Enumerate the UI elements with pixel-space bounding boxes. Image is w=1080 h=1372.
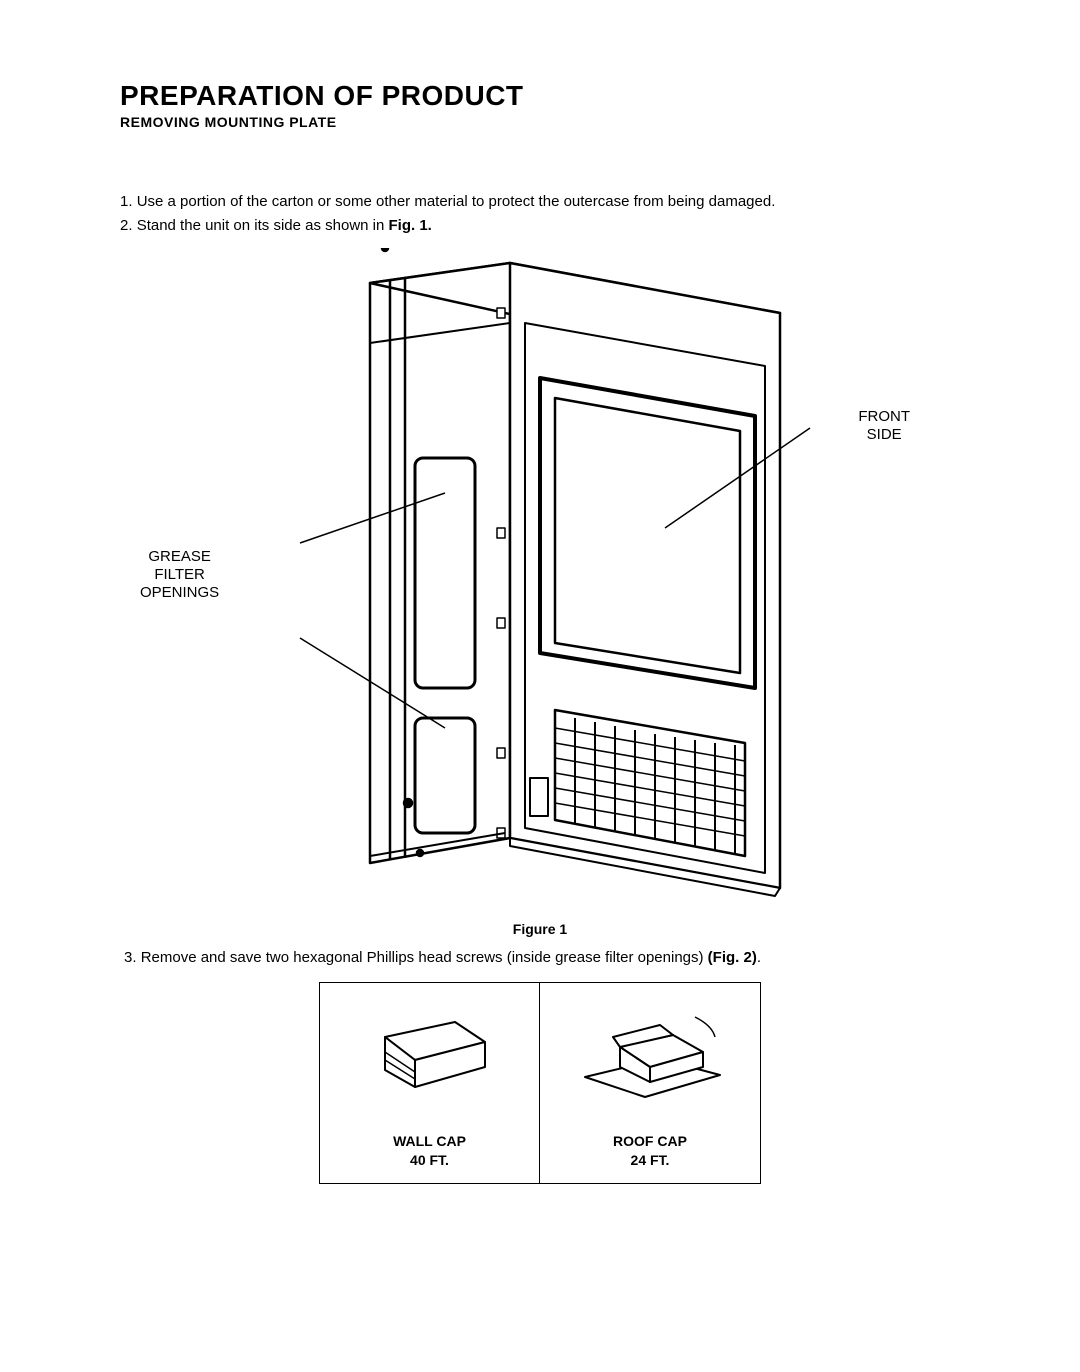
- instruction-2-number: 2.: [120, 217, 137, 234]
- wall-cap-label: WALL CAP 40 FT.: [393, 1132, 466, 1171]
- page-title: PREPARATION OF PRODUCT: [120, 80, 960, 112]
- roof-cap-cell: ROOF CAP 24 FT.: [540, 983, 760, 1183]
- wall-cap-cell: WALL CAP 40 FT.: [320, 983, 540, 1183]
- figure-1-caption: Figure 1: [513, 921, 567, 937]
- callout-grease-filter: GREASE FILTER OPENINGS: [140, 548, 219, 602]
- roof-cap-icon: [565, 997, 735, 1117]
- instruction-2-figref: Fig. 1.: [389, 217, 432, 234]
- instruction-2: 2. Stand the unit on its side as shown i…: [120, 214, 960, 238]
- instruction-2-text-a: Stand the unit on its side as shown in: [137, 217, 389, 234]
- callout-front-side: FRONT SIDE: [858, 408, 910, 444]
- instruction-3-figref: (Fig. 2): [708, 949, 757, 966]
- figure-1-diagram: [190, 248, 890, 908]
- instruction-1: 1. Use a portion of the carton or some o…: [120, 190, 960, 214]
- caps-table: WALL CAP 40 FT.: [319, 982, 761, 1184]
- instruction-3: 3. Remove and save two hexagonal Phillip…: [120, 949, 960, 966]
- page-subtitle: REMOVING MOUNTING PLATE: [120, 114, 960, 130]
- instruction-3-text-c: .: [757, 949, 761, 966]
- caps-table-container: WALL CAP 40 FT.: [120, 982, 960, 1184]
- instruction-1-text: Use a portion of the carton or some othe…: [137, 193, 776, 210]
- wall-cap-icon: [355, 1002, 505, 1112]
- instruction-3-number: 3.: [124, 949, 141, 966]
- instruction-1-number: 1.: [120, 193, 137, 210]
- instruction-3-text-a: Remove and save two hexagonal Phillips h…: [141, 949, 708, 966]
- instructions-list: 1. Use a portion of the carton or some o…: [120, 190, 960, 238]
- roof-cap-label: ROOF CAP 24 FT.: [613, 1132, 687, 1171]
- figure-1-container: FRONT SIDE GREASE FILTER OPENINGS Figure…: [120, 248, 960, 937]
